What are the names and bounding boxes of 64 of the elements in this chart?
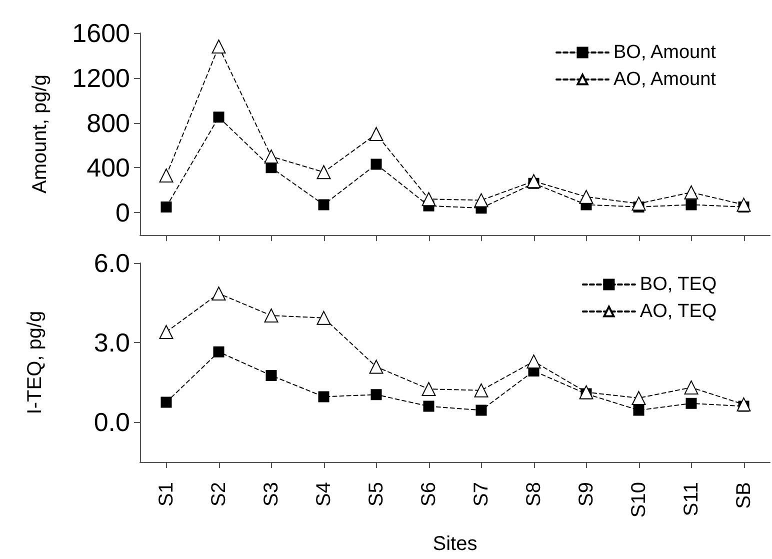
point <box>736 397 751 412</box>
point <box>633 404 644 416</box>
x-tick-label: S1 <box>155 482 178 506</box>
point <box>579 385 594 400</box>
point <box>369 127 384 141</box>
point <box>474 193 488 208</box>
y-axis-title: Amount, pg/g <box>29 74 51 194</box>
y-axis-title: I-TEQ, pg/g <box>24 310 46 414</box>
point <box>474 383 488 398</box>
x-tick-label: S11 <box>680 482 702 516</box>
x-tick-label: S5 <box>365 482 388 506</box>
point <box>684 380 698 394</box>
y-tick-label: 0.0 <box>94 407 130 438</box>
x-tick-label: S9 <box>575 482 598 506</box>
point <box>316 310 331 325</box>
x-tick-label: S6 <box>418 482 440 506</box>
y-tick-label: 800 <box>86 108 130 138</box>
point <box>318 199 330 210</box>
point <box>422 382 436 396</box>
x-tick-label: S2 <box>208 482 230 506</box>
y-tick-label: 0 <box>116 198 130 228</box>
x-tick-label: S3 <box>260 482 282 506</box>
x-tick-label: SB <box>732 482 755 509</box>
point <box>686 398 697 409</box>
point <box>160 201 172 212</box>
point <box>422 192 436 206</box>
point <box>264 308 278 323</box>
y-tick-label: 1200 <box>72 62 130 93</box>
point <box>266 370 277 381</box>
point <box>632 391 646 406</box>
y-tick-label: 400 <box>86 152 130 183</box>
point <box>736 198 751 212</box>
legend-label: AO, Amount <box>614 69 717 90</box>
point <box>370 389 382 400</box>
legend-label: BO, Amount <box>614 42 717 63</box>
y-tick-label: 3.0 <box>94 328 130 358</box>
y-tick-label: 6.0 <box>94 248 130 278</box>
point <box>526 174 541 188</box>
y-tick-label: 1600 <box>72 18 130 48</box>
x-tick-label: S10 <box>628 482 650 518</box>
point <box>159 324 174 339</box>
point <box>684 185 698 200</box>
x-axis-title: Sites <box>432 533 478 555</box>
point <box>632 196 646 211</box>
point <box>160 396 172 408</box>
point <box>212 39 226 54</box>
point <box>212 286 226 301</box>
point <box>476 404 487 416</box>
point <box>318 391 330 402</box>
point <box>316 165 331 180</box>
x-tick-label: S7 <box>470 482 492 506</box>
point <box>159 168 174 183</box>
point <box>579 190 594 204</box>
legend-label: BO, TEQ <box>640 274 717 295</box>
legend-label: AO, TEQ <box>640 301 717 322</box>
x-tick-label: S4 <box>312 482 335 506</box>
point <box>686 199 697 210</box>
point <box>423 400 434 412</box>
point <box>370 158 382 170</box>
point <box>213 346 224 358</box>
point <box>526 354 541 368</box>
point <box>369 360 384 374</box>
x-tick-label: S8 <box>522 482 545 506</box>
point <box>213 112 224 123</box>
